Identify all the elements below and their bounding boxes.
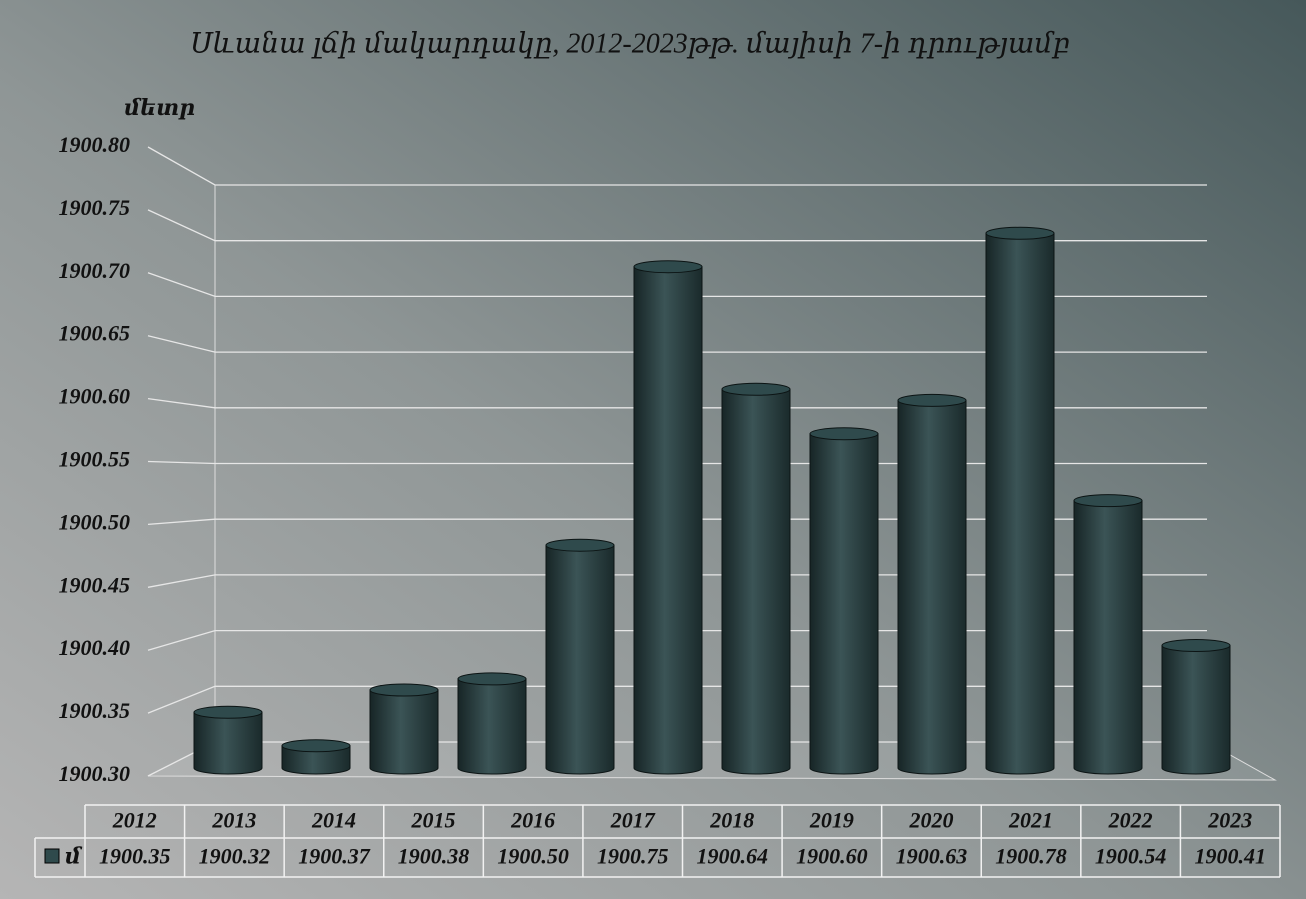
grid-line [147, 272, 1207, 298]
y-tick-label: 1900.75 [59, 195, 131, 220]
y-tick-label: 1900.50 [59, 509, 131, 534]
bar [1073, 494, 1143, 775]
x-tick-label: 2013 [211, 808, 256, 833]
y-tick-label: 1900.70 [59, 258, 131, 283]
value-label: 1900.60 [796, 844, 868, 869]
bar [369, 683, 439, 775]
chart-title: Սևանա լճի մակարդակը, 2012-2023թթ. մայիսի… [190, 28, 1070, 59]
x-tick-label: 2014 [311, 808, 356, 833]
x-tick-label: 2022 [1108, 808, 1153, 833]
y-tick-label: 1900.80 [59, 132, 131, 157]
value-label: 1900.63 [896, 844, 968, 869]
legend-label: մ [65, 844, 83, 869]
bar [281, 739, 351, 775]
y-tick-label: 1900.35 [59, 698, 131, 723]
bar [193, 705, 263, 775]
x-tick-label: 2017 [610, 808, 656, 833]
grid-line [147, 335, 1207, 353]
value-label: 1900.38 [398, 844, 470, 869]
grid-line [147, 209, 1207, 242]
grid-line [147, 397, 1207, 409]
y-axis-label: մետր [124, 95, 195, 120]
y-tick-label: 1900.45 [59, 572, 131, 597]
bar [457, 672, 527, 775]
value-label: 1900.75 [597, 844, 669, 869]
bar [1161, 638, 1231, 775]
y-tick-label: 1900.30 [59, 761, 131, 786]
y-tick-label: 1900.65 [59, 321, 131, 346]
value-label: 1900.35 [99, 844, 171, 869]
bar [721, 382, 791, 775]
x-tick-label: 2023 [1207, 808, 1252, 833]
x-tick-label: 2020 [908, 808, 953, 833]
bar [897, 393, 967, 775]
value-label: 1900.32 [199, 844, 271, 869]
y-tick-label: 1900.60 [59, 384, 131, 409]
legend-swatch [44, 848, 60, 864]
x-tick-label: 2016 [510, 808, 555, 833]
x-tick-label: 2019 [809, 808, 854, 833]
x-tick-label: 2018 [709, 808, 754, 833]
y-tick-label: 1900.55 [59, 447, 131, 472]
x-tick-label: 2012 [112, 808, 157, 833]
bar [633, 260, 703, 775]
value-label: 1900.64 [697, 844, 769, 869]
y-tick-label: 1900.40 [59, 635, 131, 660]
x-tick-label: 2015 [411, 808, 456, 833]
value-label: 1900.50 [497, 844, 569, 869]
value-label: 1900.41 [1194, 844, 1266, 869]
value-label: 1900.37 [298, 844, 371, 869]
bar [545, 538, 615, 775]
bar [809, 427, 879, 775]
grid-line [147, 146, 1207, 186]
bar [985, 226, 1055, 775]
value-label: 1900.78 [995, 844, 1067, 869]
x-tick-label: 2021 [1008, 808, 1053, 833]
value-label: 1900.54 [1095, 844, 1167, 869]
